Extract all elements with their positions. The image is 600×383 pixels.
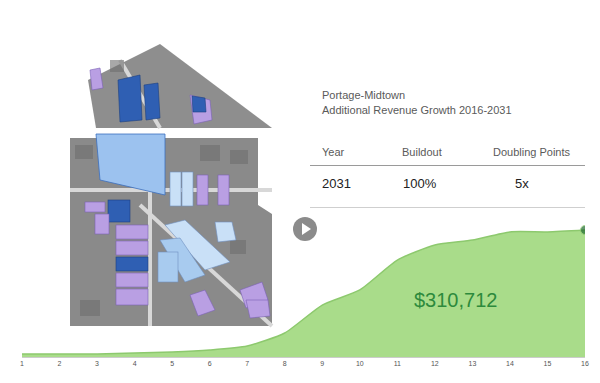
- svg-text:12: 12: [431, 360, 439, 367]
- svg-text:4: 4: [133, 360, 137, 367]
- html-text:Portage-Midtown: Portage-Midtown: [322, 89, 406, 101]
- svg-text:15: 15: [544, 360, 552, 367]
- html-text:100%: 100%: [403, 176, 437, 191]
- svg-text:1: 1: [20, 360, 24, 367]
- html-text:Doubling Points: Doubling Points: [493, 146, 571, 158]
- html-text:2031: 2031: [322, 176, 351, 191]
- svg-text:$310,712: $310,712: [414, 289, 497, 311]
- svg-text:7: 7: [245, 360, 249, 367]
- svg-text:3: 3: [95, 360, 99, 367]
- svg-text:2: 2: [58, 360, 62, 367]
- svg-text:10: 10: [356, 360, 364, 367]
- svg-text:6: 6: [208, 360, 212, 367]
- svg-text:16: 16: [581, 360, 589, 367]
- html-text:Buildout: Buildout: [402, 146, 442, 158]
- svg-text:5: 5: [170, 360, 174, 367]
- html-text:Additional Revenue Growth 2016: Additional Revenue Growth 2016-2031: [322, 104, 512, 116]
- html-text:5x: 5x: [515, 176, 529, 191]
- svg-text:13: 13: [469, 360, 477, 367]
- svg-text:9: 9: [320, 360, 324, 367]
- svg-text:14: 14: [506, 360, 514, 367]
- svg-text:11: 11: [394, 360, 401, 367]
- html-text:Year: Year: [322, 146, 345, 158]
- svg-text:8: 8: [283, 360, 287, 367]
